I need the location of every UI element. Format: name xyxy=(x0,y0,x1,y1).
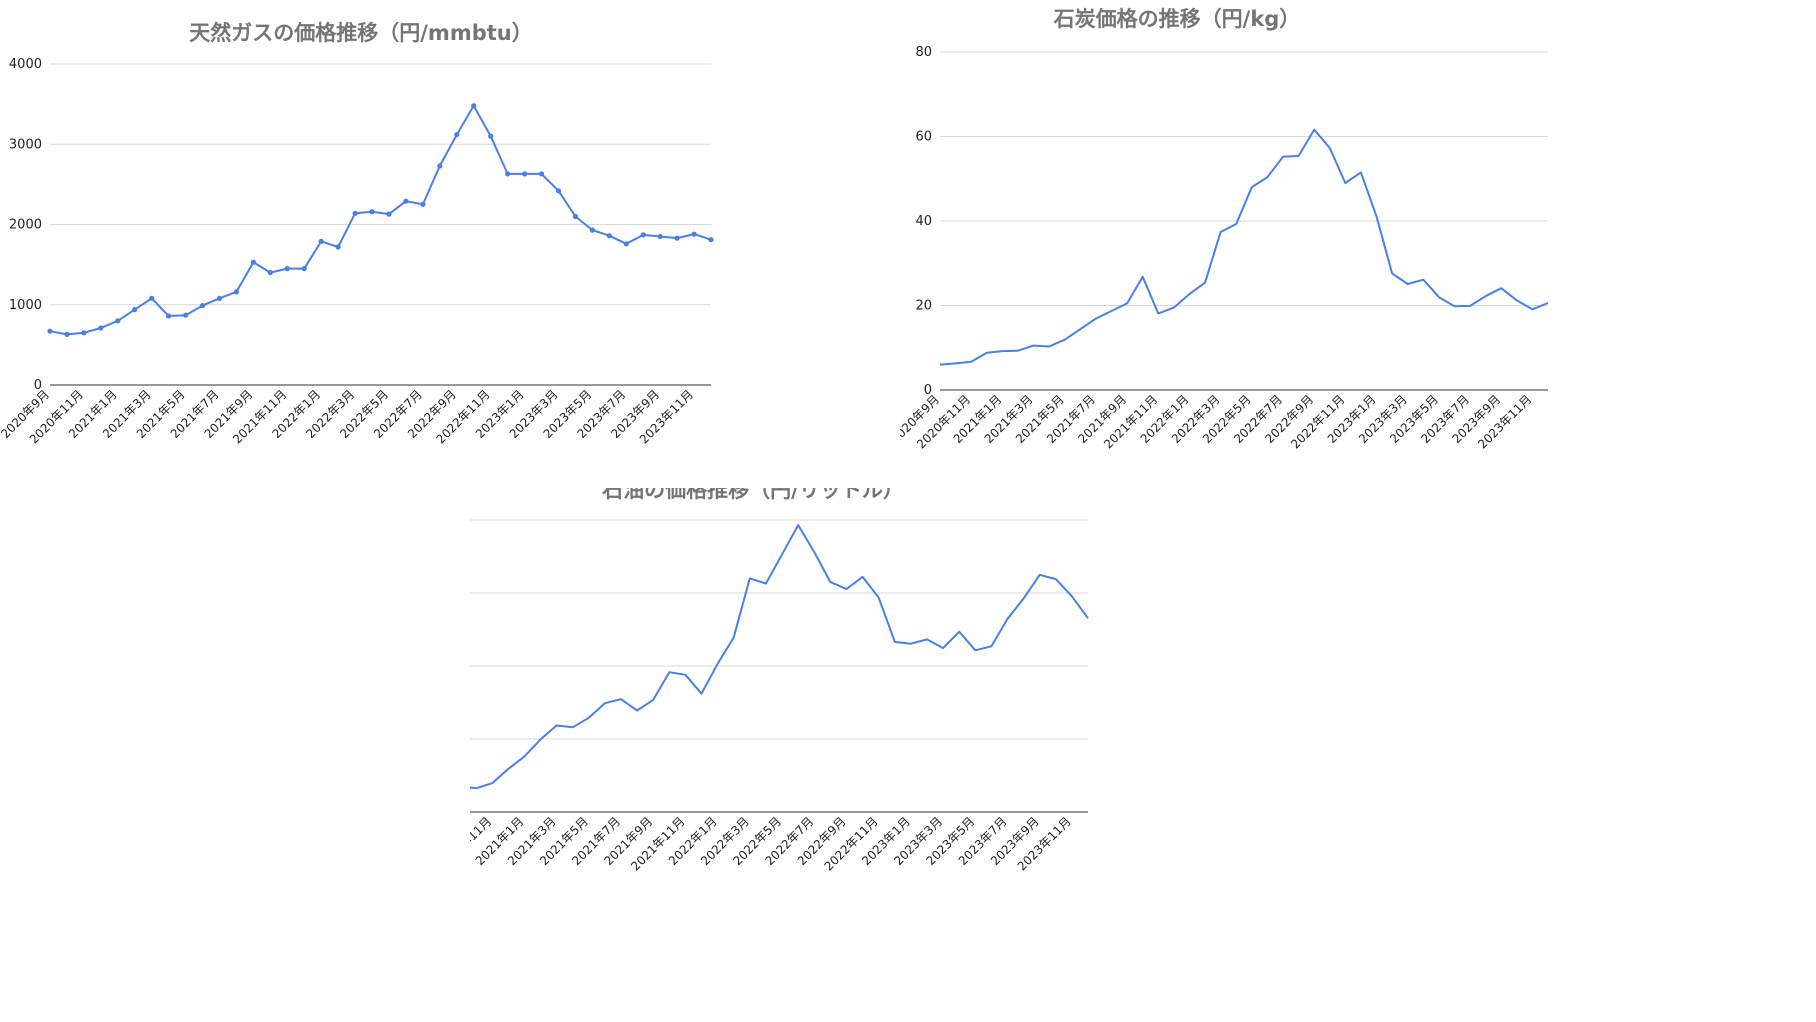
chart-title: 石油の価格推移（円/リットル） xyxy=(601,488,904,502)
data-point xyxy=(386,211,392,217)
data-point xyxy=(199,303,206,309)
data-point xyxy=(708,237,714,243)
chart-title: 石炭価格の推移（円/kg） xyxy=(1053,7,1301,31)
data-point xyxy=(623,241,629,247)
data-point xyxy=(81,330,87,336)
data-point xyxy=(555,188,562,194)
chart-svg: 石油の価格推移（円/リットル）204060801002020年9月2020年11… xyxy=(408,478,1089,873)
data-point xyxy=(454,132,460,138)
data-point xyxy=(437,163,443,169)
data-point xyxy=(488,133,494,139)
data-point xyxy=(352,210,358,216)
y-tick-label: 1000 xyxy=(9,298,42,313)
series-line xyxy=(939,128,1549,366)
data-point xyxy=(250,259,256,265)
chart-svg: 天然ガスの価格推移（円/mmbtu）010002000300040002020年… xyxy=(0,21,714,446)
data-point xyxy=(284,266,290,272)
data-point xyxy=(166,313,172,319)
y-tick-label: 0 xyxy=(924,383,932,398)
natural-gas-chart: 天然ガスの価格推移（円/mmbtu） 0 1000 2000 3000 4000 2020年… xyxy=(0,0,860,520)
data-point xyxy=(420,201,426,207)
data-point xyxy=(657,233,663,240)
data-point xyxy=(335,244,341,250)
y-tick-label: 60 xyxy=(915,130,932,145)
data-point xyxy=(216,295,223,301)
y-tick-label: 3000 xyxy=(9,137,42,152)
data-point xyxy=(505,171,511,177)
data-point xyxy=(183,312,189,318)
data-point xyxy=(115,318,121,324)
data-point xyxy=(674,235,680,241)
data-point xyxy=(64,331,70,337)
data-point xyxy=(369,209,375,215)
y-tick-label: 0 xyxy=(34,378,42,393)
y-tick-label: 4000 xyxy=(9,57,42,72)
data-point xyxy=(471,103,477,109)
data-point xyxy=(47,328,53,334)
data-point xyxy=(98,325,104,331)
data-point xyxy=(403,198,409,204)
data-point xyxy=(691,231,697,237)
y-tick-label: 2000 xyxy=(9,218,42,233)
data-point xyxy=(538,171,545,177)
y-tick-label: 40 xyxy=(915,214,932,229)
data-point xyxy=(301,266,307,272)
data-point xyxy=(589,227,596,233)
y-tick-label: 20 xyxy=(915,299,932,314)
data-point xyxy=(318,238,324,244)
y-tick-label: 80 xyxy=(915,45,932,60)
coal-chart: 石炭価格の推移（円/kg） 0 20 40 60 80 2020年9月 2020年11月 202… xyxy=(888,0,1816,520)
data-point xyxy=(640,232,646,238)
series-line xyxy=(459,524,1089,790)
data-point xyxy=(267,270,273,276)
data-point xyxy=(522,171,528,177)
chart-svg: 石炭価格の推移（円/kg）0204060802020年9月2020年11月202… xyxy=(888,7,1549,451)
data-point xyxy=(606,233,612,239)
data-point xyxy=(149,295,155,301)
data-point xyxy=(233,289,239,295)
data-point xyxy=(132,307,138,313)
data-point xyxy=(572,213,579,220)
chart-title: 天然ガスの価格推移（円/mmbtu） xyxy=(189,21,532,45)
series-line xyxy=(49,104,712,336)
oil-chart: 石油の価格推移（円/リットル）204060801002020年9月2020年11… xyxy=(408,478,1300,962)
